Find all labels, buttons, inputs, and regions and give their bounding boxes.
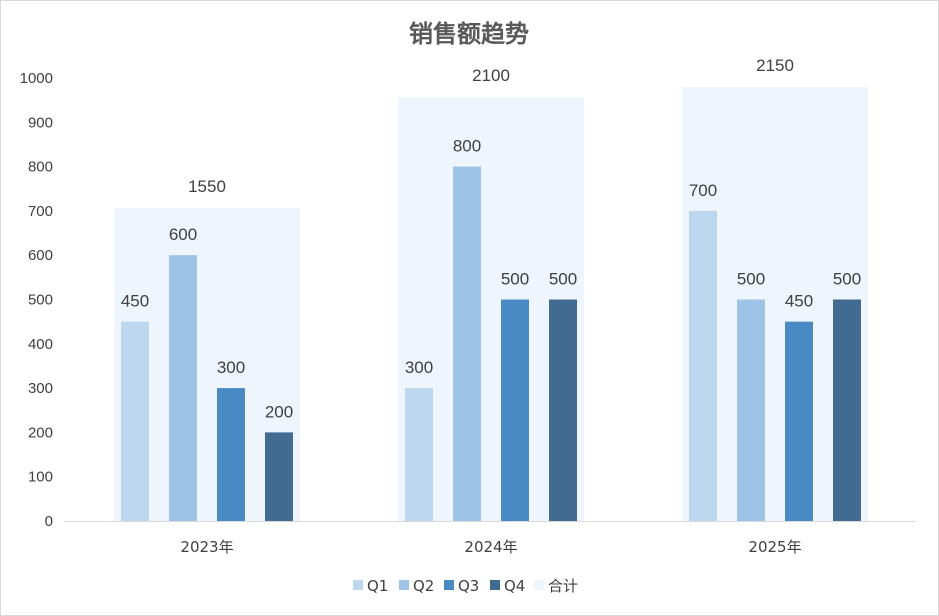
data-labels-layer: 1550 2100 2150 450 300 700 600 800 500 300 500 450 2… [121, 56, 861, 421]
data-label-Q2: 500 [737, 270, 765, 289]
legend-label: Q4 [504, 577, 525, 595]
legend-item-Q3[interactable]: Q3 [444, 577, 479, 595]
y-tick-label: 700 [28, 203, 53, 220]
bar-Q1-2023年 [121, 321, 149, 521]
data-label-Q4: 200 [265, 402, 293, 421]
data-label-Q4: 500 [833, 270, 861, 289]
total-data-label: 2150 [756, 56, 794, 75]
y-tick-label: 0 [45, 513, 53, 530]
y-tick-label: 900 [28, 114, 53, 131]
bar-Q2-2023年 [169, 255, 197, 521]
x-category-label: 2024年 [464, 538, 517, 556]
bar-Q2-2025年 [737, 299, 765, 521]
data-label-Q4: 500 [549, 270, 577, 289]
legend-swatch [444, 580, 454, 590]
legend-swatch [399, 580, 409, 590]
bar-Q3-2025年 [785, 321, 813, 521]
bar-Q4-2025年 [833, 299, 861, 521]
bar-Q3-2023年 [217, 388, 245, 521]
legend-item-合计[interactable]: 合计 [534, 577, 578, 595]
legend-swatch [490, 580, 500, 590]
data-label-Q3: 450 [785, 292, 813, 311]
data-label-Q1: 300 [405, 358, 433, 377]
y-axis: 0 100 200 300 400 500 600 700 800 900 1000 [20, 70, 53, 530]
data-label-Q1: 450 [121, 292, 149, 311]
legend-label: Q2 [413, 577, 434, 595]
legend-label: Q1 [367, 577, 388, 595]
x-category-label: 2025年 [748, 538, 801, 556]
y-tick-label: 200 [28, 424, 53, 441]
legend-item-Q1[interactable]: Q1 [353, 577, 388, 595]
y-tick-label: 400 [28, 336, 53, 353]
y-tick-label: 500 [28, 292, 53, 309]
y-tick-label: 800 [28, 159, 53, 176]
bar-Q1-2024年 [405, 388, 433, 521]
legend-item-Q4[interactable]: Q4 [490, 577, 525, 595]
chart-title: 销售额趋势 [409, 20, 529, 48]
y-tick-label: 300 [28, 380, 53, 397]
legend-swatch [353, 580, 363, 590]
legend[interactable]: Q1 Q2 Q3 Q4 合计 [353, 577, 578, 595]
data-label-Q3: 300 [217, 358, 245, 377]
bar-Q1-2025年 [689, 210, 717, 521]
data-label-Q1: 700 [689, 181, 717, 200]
data-label-Q2: 600 [169, 225, 197, 244]
legend-label: Q3 [458, 577, 479, 595]
x-axis: 2023年 2024年 2025年 [64, 521, 916, 556]
legend-item-Q2[interactable]: Q2 [399, 577, 434, 595]
bars-layer [121, 166, 861, 521]
y-tick-label: 600 [28, 247, 53, 264]
total-data-label: 2100 [472, 66, 510, 85]
y-tick-label: 100 [28, 469, 53, 486]
legend-label: 合计 [548, 577, 578, 595]
bar-Q4-2023年 [265, 432, 293, 521]
legend-swatch [534, 580, 544, 590]
bar-Q2-2024年 [453, 166, 481, 521]
y-tick-label: 1000 [20, 70, 53, 87]
data-label-Q2: 800 [453, 137, 481, 156]
data-label-Q3: 500 [501, 270, 529, 289]
bar-Q3-2024年 [501, 299, 529, 521]
x-category-label: 2023年 [180, 538, 233, 556]
total-data-label: 1550 [188, 177, 226, 196]
bar-Q4-2024年 [549, 299, 577, 521]
